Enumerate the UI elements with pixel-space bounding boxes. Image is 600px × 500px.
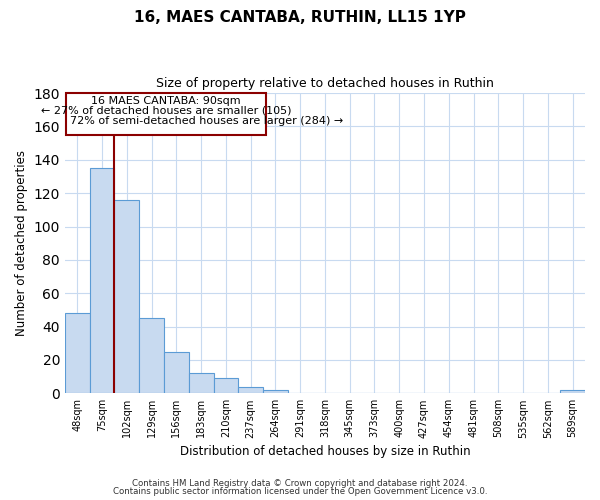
Text: 72% of semi-detached houses are larger (284) →: 72% of semi-detached houses are larger (… <box>70 116 343 126</box>
Bar <box>238 386 263 394</box>
Bar <box>89 168 115 394</box>
Title: Size of property relative to detached houses in Ruthin: Size of property relative to detached ho… <box>156 78 494 90</box>
Text: 16, MAES CANTABA, RUTHIN, LL15 1YP: 16, MAES CANTABA, RUTHIN, LL15 1YP <box>134 10 466 25</box>
Bar <box>115 200 139 394</box>
Bar <box>560 390 585 394</box>
Bar <box>214 378 238 394</box>
Bar <box>263 390 288 394</box>
Bar <box>164 352 189 394</box>
Bar <box>189 374 214 394</box>
X-axis label: Distribution of detached houses by size in Ruthin: Distribution of detached houses by size … <box>179 444 470 458</box>
Text: Contains HM Land Registry data © Crown copyright and database right 2024.: Contains HM Land Registry data © Crown c… <box>132 478 468 488</box>
Text: 16 MAES CANTABA: 90sqm: 16 MAES CANTABA: 90sqm <box>91 96 241 106</box>
Bar <box>139 318 164 394</box>
Y-axis label: Number of detached properties: Number of detached properties <box>15 150 28 336</box>
Text: ← 27% of detached houses are smaller (105): ← 27% of detached houses are smaller (10… <box>41 106 291 116</box>
Bar <box>65 313 89 394</box>
Bar <box>66 93 266 135</box>
Text: Contains public sector information licensed under the Open Government Licence v3: Contains public sector information licen… <box>113 487 487 496</box>
